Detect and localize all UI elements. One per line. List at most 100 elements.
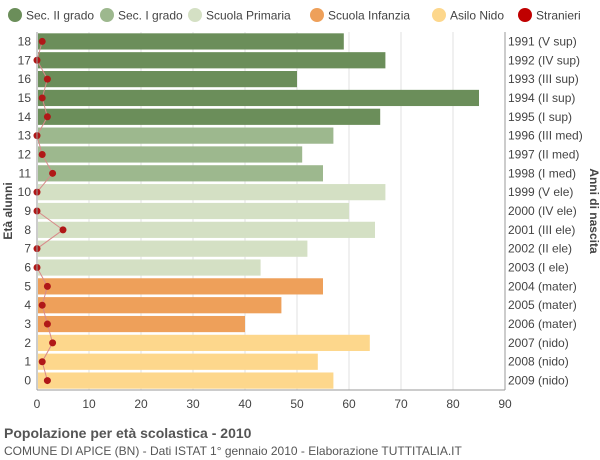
stranieri-point: [49, 339, 57, 347]
stranieri-point: [38, 358, 46, 366]
birth-year-label: 2000 (IV ele): [508, 204, 577, 218]
bar: [38, 33, 344, 50]
bar: [38, 297, 282, 314]
legend-marker: [8, 8, 22, 22]
stranieri-point: [38, 150, 46, 158]
legend-marker: [518, 8, 532, 22]
age-tick-label: 14: [18, 110, 32, 124]
bar: [38, 353, 318, 370]
bar: [38, 202, 349, 220]
age-tick-label: 15: [18, 91, 32, 105]
birth-year-label: 2002 (II ele): [508, 242, 572, 256]
x-tick-label: 50: [290, 397, 304, 411]
birth-year-label: 1997 (II med): [508, 147, 579, 161]
bar: [38, 240, 308, 257]
age-tick-label: 7: [24, 242, 31, 256]
stranieri-point: [38, 94, 46, 102]
birth-year-label: 2005 (mater): [508, 298, 577, 312]
stranieri-point: [43, 282, 51, 290]
bar: [38, 278, 323, 295]
legend-marker: [100, 8, 114, 22]
birth-year-label: 1995 (I sup): [508, 110, 572, 124]
legend-label: Stranieri: [536, 9, 581, 23]
age-tick-label: 13: [18, 129, 32, 143]
birth-year-label: 2003 (I ele): [508, 261, 569, 275]
x-tick-label: 30: [186, 397, 200, 411]
legend-marker: [432, 8, 446, 22]
bar: [38, 221, 375, 238]
age-tick-label: 8: [24, 223, 31, 237]
stranieri-point: [43, 320, 51, 328]
y-axis-title-right: Anni di nascita: [587, 168, 600, 254]
age-tick-label: 10: [18, 185, 32, 199]
age-tick-label: 9: [24, 204, 31, 218]
x-tick-label: 40: [238, 397, 252, 411]
legend-marker: [310, 8, 324, 22]
legend-label: Sec. II grado: [26, 9, 94, 23]
x-tick-label: 0: [34, 397, 41, 411]
bar: [38, 372, 334, 389]
birth-year-label: 2008 (nido): [508, 355, 569, 369]
bar-layer: [38, 33, 479, 389]
stranieri-point: [38, 37, 46, 45]
bar: [38, 184, 386, 201]
birth-year-label: 1992 (IV sup): [508, 53, 580, 67]
birth-year-label: 2004 (mater): [508, 279, 577, 293]
x-tick-label: 20: [134, 397, 148, 411]
chart-footer-subtitle: COMUNE DI APICE (BN) - Dati ISTAT 1° gen…: [4, 444, 462, 458]
age-tick-label: 11: [19, 166, 32, 180]
age-tick-label: 4: [24, 298, 31, 312]
birth-year-label: 1993 (III sup): [508, 72, 579, 86]
bar: [38, 89, 479, 107]
bar: [38, 146, 303, 163]
x-tick-label: 70: [394, 397, 408, 411]
stranieri-point: [38, 301, 46, 309]
birth-year-label: 1999 (V ele): [508, 185, 573, 199]
legend-label: Scuola Infanzia: [328, 9, 410, 23]
age-tick-label: 16: [18, 72, 32, 86]
bar: [38, 108, 381, 125]
age-tick-label: 1: [24, 355, 31, 369]
x-tick-label: 60: [342, 397, 356, 411]
age-tick-label: 12: [18, 147, 32, 161]
birth-year-label: 1991 (V sup): [508, 34, 577, 48]
stranieri-point: [49, 169, 57, 177]
x-tick-label: 90: [498, 397, 512, 411]
age-tick-label: 17: [18, 53, 32, 67]
birth-year-label: 2009 (nido): [508, 374, 569, 388]
stranieri-point: [43, 113, 51, 121]
bar: [38, 127, 334, 144]
stranieri-point: [59, 226, 67, 234]
x-tick-label: 80: [446, 397, 460, 411]
bar: [38, 71, 297, 88]
birth-year-label: 1998 (I med): [508, 166, 576, 180]
y-axis-title: Età alunni: [1, 182, 15, 239]
legend-label: Scuola Primaria: [206, 9, 291, 23]
legend-label: Asilo Nido: [450, 9, 504, 23]
age-tick-label: 6: [24, 261, 31, 275]
bar: [38, 165, 323, 182]
bar: [38, 315, 245, 333]
bar: [38, 259, 261, 276]
birth-year-label: 1996 (III med): [508, 129, 583, 143]
age-tick-label: 5: [24, 279, 31, 293]
bar: [38, 334, 370, 351]
age-tick-label: 2: [24, 336, 31, 350]
stranieri-point: [43, 75, 51, 83]
legend-label: Sec. I grado: [118, 9, 183, 23]
birth-year-label: 2006 (mater): [508, 317, 577, 331]
legend: Sec. II grado Sec. I grado Scuola Primaria…: [8, 8, 581, 23]
x-tick-label: 10: [82, 397, 96, 411]
chart-footer-title: Popolazione per età scolastica - 2010: [4, 425, 252, 441]
bar: [38, 52, 386, 69]
birth-year-label: 2007 (nido): [508, 336, 569, 350]
age-tick-label: 18: [18, 34, 32, 48]
birth-year-label: 2001 (III ele): [508, 223, 575, 237]
birth-year-label: 1994 (II sup): [508, 91, 575, 105]
stranieri-point: [43, 377, 51, 385]
age-tick-label: 0: [24, 374, 31, 388]
legend-marker: [188, 8, 202, 22]
